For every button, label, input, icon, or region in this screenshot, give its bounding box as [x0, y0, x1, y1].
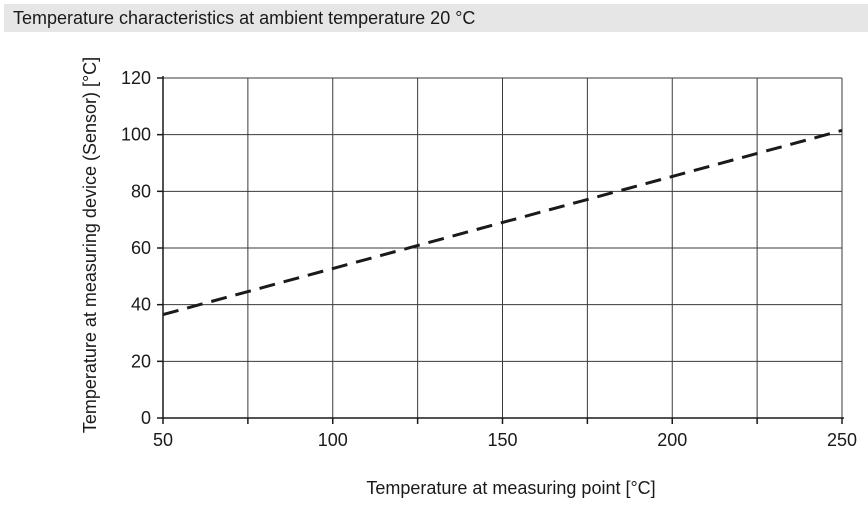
x-tick-labels: 50 100 150 200 250: [153, 430, 857, 450]
chart-title: Temperature characteristics at ambient t…: [13, 8, 476, 28]
y-tick-label: 80: [131, 181, 151, 201]
y-tick-label: 60: [131, 238, 151, 258]
data-series-line: [162, 128, 843, 317]
axes: [157, 76, 844, 424]
y-tick-label: 20: [131, 351, 151, 371]
y-axis-label: Temperature at measuring device (Sensor)…: [80, 57, 100, 433]
x-axis-label: Temperature at measuring point [°C]: [366, 478, 655, 498]
y-tick-label: 100: [121, 125, 151, 145]
data-series: [162, 128, 843, 317]
x-tick-label: 150: [487, 430, 517, 450]
x-tick-label: 250: [827, 430, 857, 450]
grid-lines: [162, 77, 843, 419]
y-tick-labels: 0 20 40 60 80 100 120: [121, 68, 151, 428]
y-tick-label: 40: [131, 295, 151, 315]
y-tick-label: 0: [141, 408, 151, 428]
title-bar: Temperature characteristics at ambient t…: [4, 4, 868, 32]
x-tick-label: 50: [153, 430, 173, 450]
y-tick-label: 120: [121, 68, 151, 88]
x-tick-label: 100: [318, 430, 348, 450]
x-tick-label: 200: [657, 430, 687, 450]
